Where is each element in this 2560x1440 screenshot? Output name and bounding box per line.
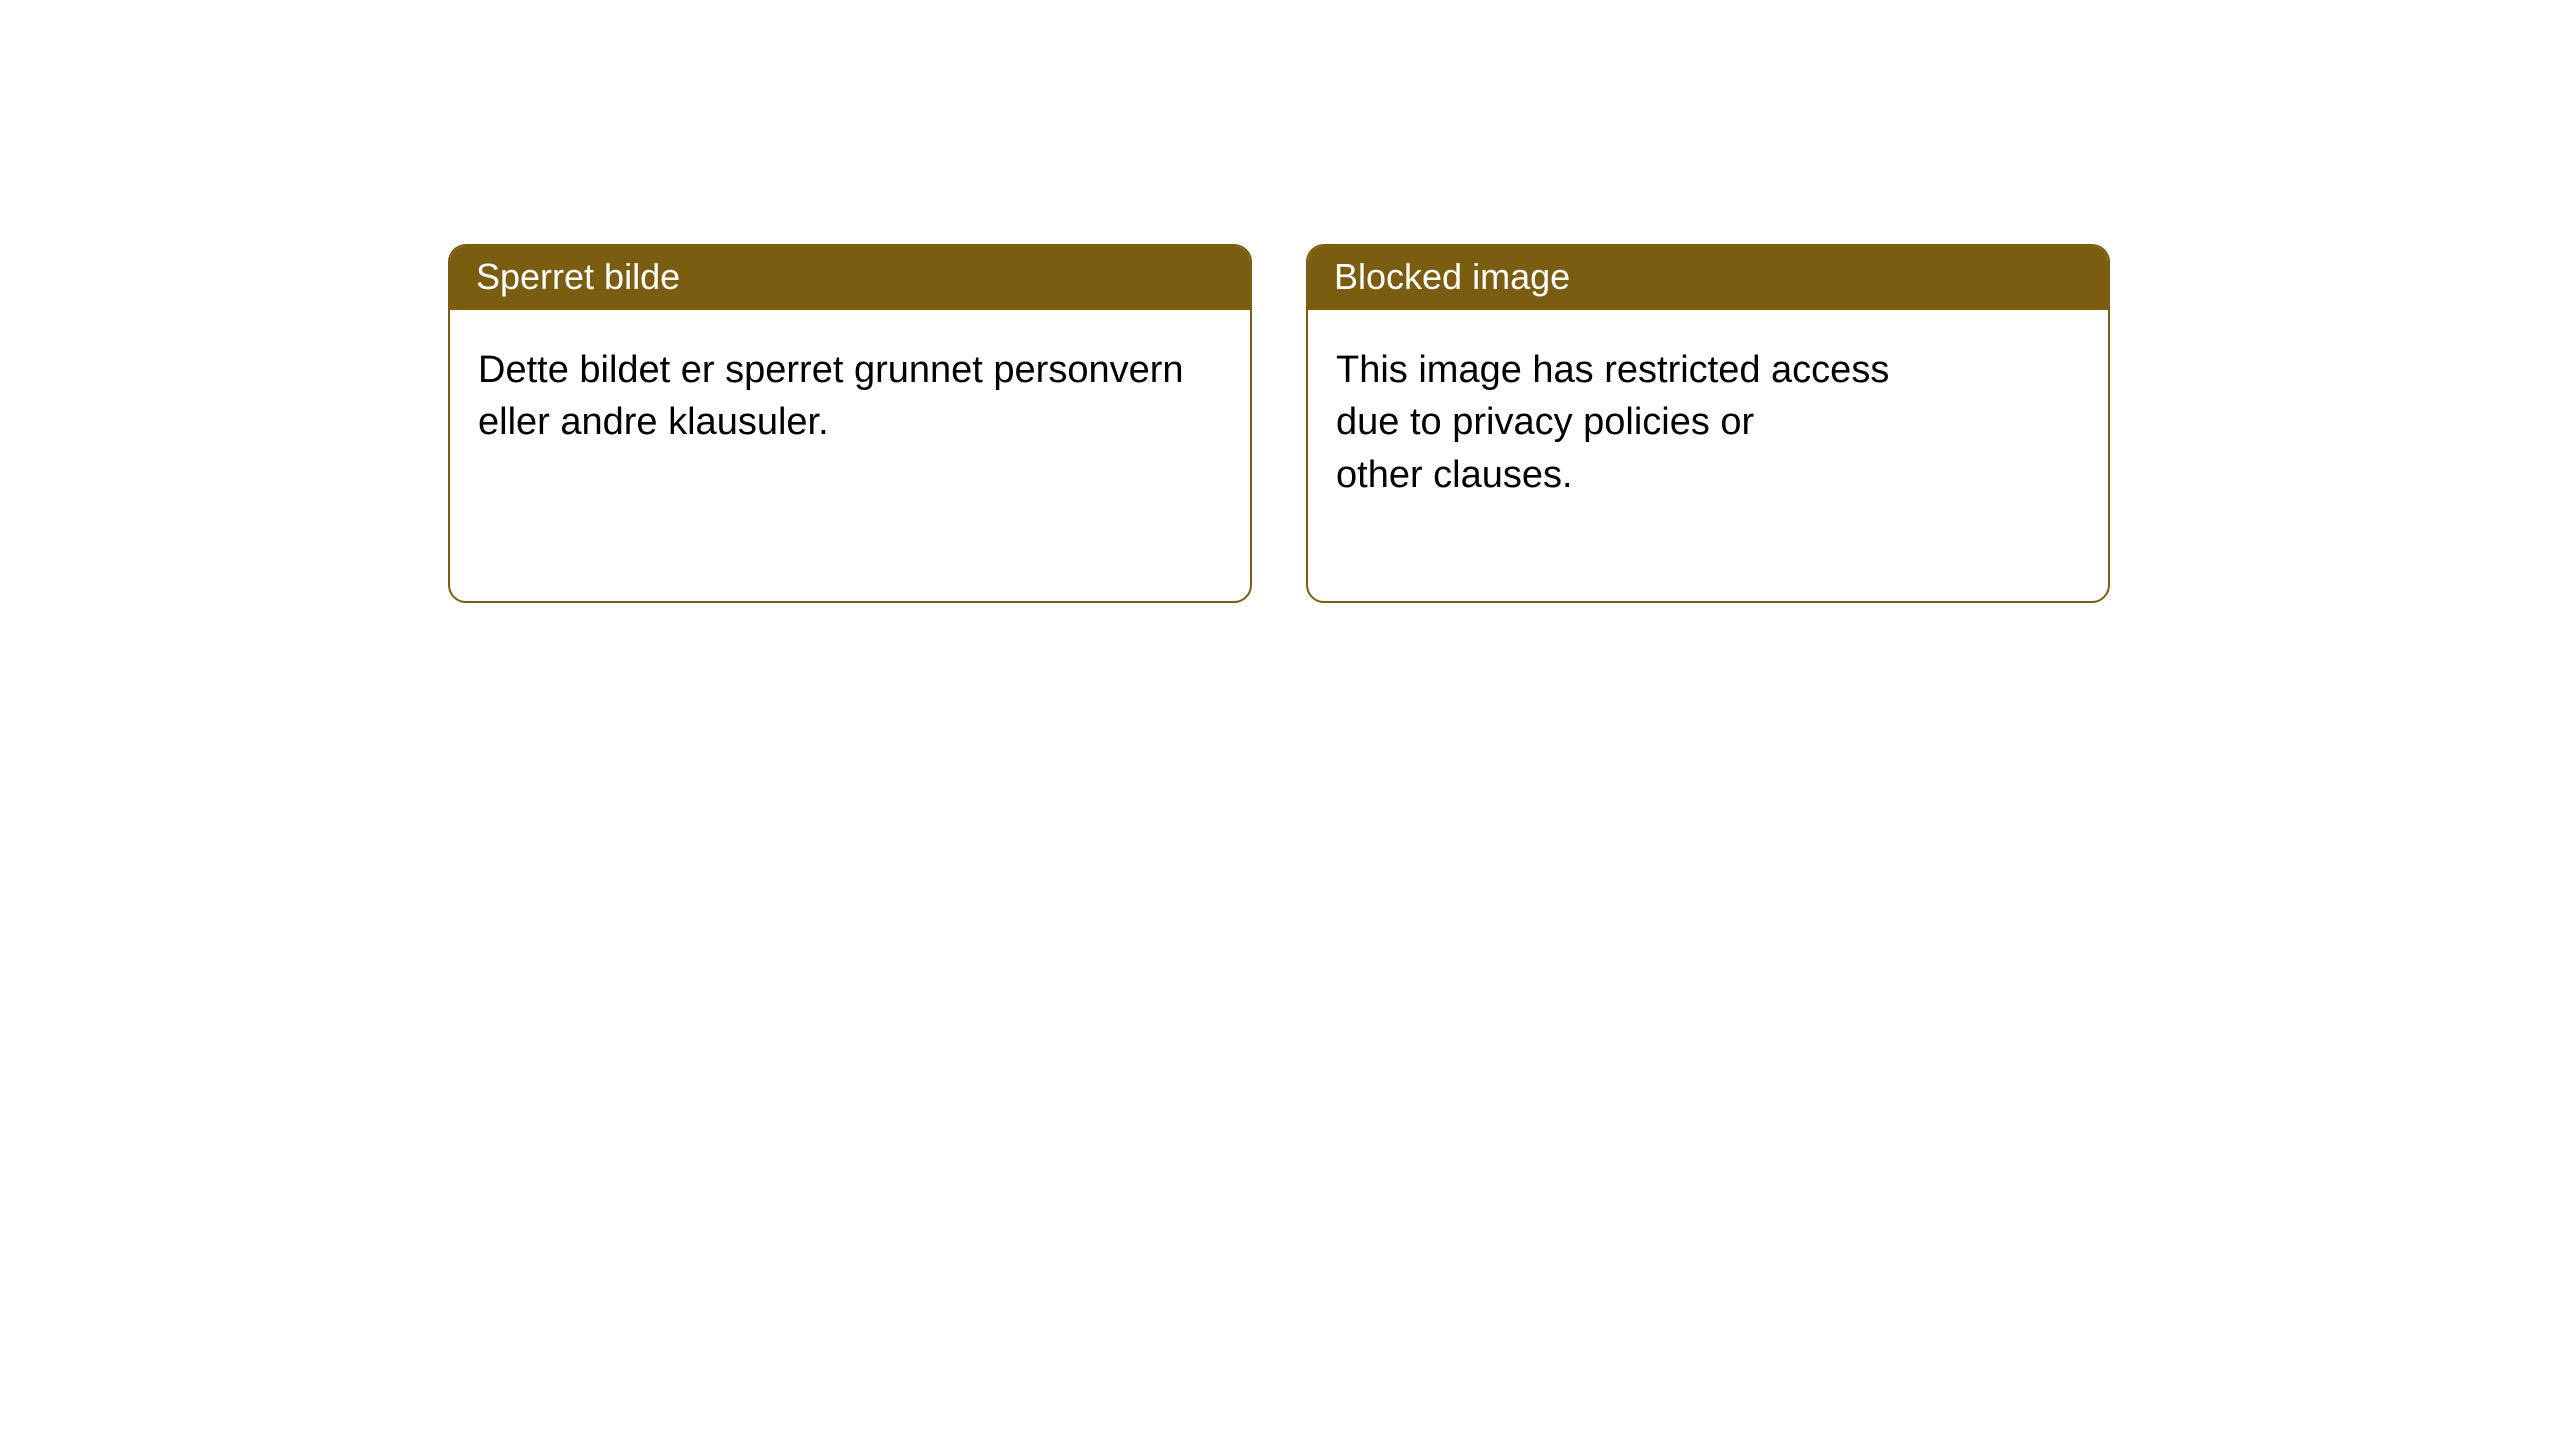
notice-container: Sperret bilde Dette bildet er sperret gr… (0, 0, 2560, 603)
notice-card-norwegian: Sperret bilde Dette bildet er sperret gr… (448, 244, 1252, 603)
notice-header-text: Blocked image (1334, 256, 1570, 297)
notice-body-norwegian: Dette bildet er sperret grunnet personve… (450, 310, 1250, 549)
notice-header-text: Sperret bilde (476, 256, 680, 297)
notice-header-english: Blocked image (1308, 246, 2108, 310)
notice-body-text: This image has restricted access due to … (1336, 349, 1889, 496)
notice-card-english: Blocked image This image has restricted … (1306, 244, 2110, 603)
notice-body-text: Dette bildet er sperret grunnet personve… (478, 349, 1184, 443)
notice-body-english: This image has restricted access due to … (1308, 310, 1988, 601)
notice-header-norwegian: Sperret bilde (450, 246, 1250, 310)
